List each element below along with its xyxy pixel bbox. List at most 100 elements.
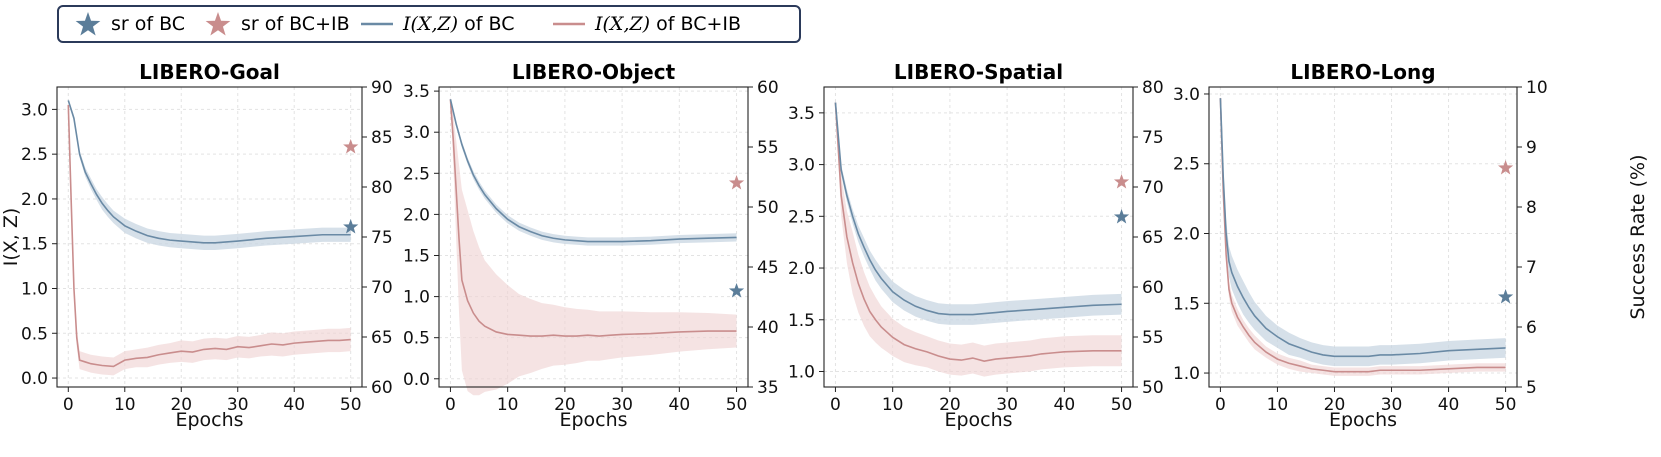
y2-tick-label: 65 [1142, 228, 1164, 248]
y-tick-label: 2.0 [21, 190, 48, 210]
y2-tick-label: 75 [1142, 128, 1164, 148]
series-line-bc [449, 99, 737, 243]
y-tick-label: 3.0 [1173, 85, 1200, 105]
y-tick-label: 0.5 [403, 329, 430, 349]
y2-tick-label: 60 [371, 378, 393, 398]
series-line-bcib [449, 99, 737, 337]
x-tick-label: 50 [340, 395, 362, 415]
x-tick-label: 30 [227, 395, 249, 415]
series-band-bc [835, 99, 1122, 325]
line-swatch-icon [361, 22, 393, 26]
chart-panel-3: 0 10 20 30 40 50 1.0 1.5 2.0 2.5 3.0 3.5 50 55 60 65 70 7… [788, 60, 1164, 431]
series-line-bcib [67, 104, 351, 368]
series-band-bcib [450, 96, 737, 396]
star-marker-bc [728, 283, 745, 298]
x-tick-label: 30 [611, 395, 633, 415]
chart-title: LIBERO-Spatial [894, 60, 1063, 84]
plot-frame [1208, 86, 1518, 388]
y2-tick-label: 6 [1526, 318, 1537, 338]
y2-tick-label: 80 [1142, 78, 1164, 98]
y2-tick-label: 45 [757, 258, 779, 278]
y-tick-label: 1.0 [1173, 364, 1200, 384]
x-axis-label: Epochs [175, 409, 243, 431]
y-tick-label: 1.0 [788, 362, 815, 382]
chart-panel-4: 0 10 20 30 40 50 1.0 1.5 2.0 2.5 3.0 5 6 7 8 9 10 LIBERO-… [1173, 60, 1649, 431]
legend-label: I(X,Z) of BC+IB [595, 13, 742, 35]
y-tick-label: 2.5 [21, 145, 48, 165]
star-icon [75, 12, 101, 36]
y-axis-label: I(X, Z) [0, 208, 22, 267]
line-swatch-icon [553, 22, 585, 26]
legend-item-ixz-bc: I(X,Z) of BC [359, 7, 514, 41]
y-tick-label: 3.5 [403, 82, 430, 102]
x-tick-label: 30 [996, 395, 1018, 415]
y-tick-label: 2.0 [788, 259, 815, 279]
x-tick-label: 10 [882, 395, 904, 415]
y2-tick-label: 60 [1142, 278, 1164, 298]
y-tick-label: 2.5 [788, 207, 815, 227]
x-tick-label: 20 [1324, 395, 1346, 415]
y2-tick-label: 40 [757, 318, 779, 338]
y2-tick-label: 7 [1526, 258, 1537, 278]
series-band-bcib [68, 103, 351, 376]
chart-panel-1: 0 10 20 30 40 50 0.0 0.5 1.0 1.5 2.0 2.5 3.0 60 65 70 75… [0, 60, 393, 431]
y-tick-label: 3.0 [21, 100, 48, 120]
x-tick-label: 0 [830, 395, 841, 415]
y-tick-label: 1.5 [1173, 294, 1200, 314]
y-tick-label: 2.0 [1173, 225, 1200, 245]
y2-tick-label: 60 [757, 78, 779, 98]
y-tick-label: 0.0 [403, 370, 430, 390]
x-tick-label: 10 [1267, 395, 1289, 415]
series-band-bcib [835, 99, 1122, 377]
y2-tick-label: 35 [757, 378, 779, 398]
y-tick-label: 2.5 [1173, 155, 1200, 175]
legend-label: I(X,Z) of BC [403, 13, 515, 35]
x-tick-label: 40 [1438, 395, 1460, 415]
y-tick-label: 1.5 [21, 235, 48, 255]
x-axis-label: Epochs [944, 409, 1012, 431]
y-tick-label: 0.0 [21, 369, 48, 389]
y2-tick-label: 55 [1142, 328, 1164, 348]
y-tick-label: 1.0 [403, 288, 430, 308]
y-tick-label: 2.0 [403, 205, 430, 225]
y2-axis-label: Success Rate (%) [1627, 154, 1649, 319]
legend-label: sr of BC+IB [241, 13, 350, 35]
y2-tick-label: 70 [371, 278, 393, 298]
y-tick-label: 0.5 [21, 324, 48, 344]
series-line-bc [67, 100, 351, 244]
star-marker-bcib [1113, 174, 1130, 189]
y2-tick-label: 5 [1526, 378, 1537, 398]
x-tick-label: 30 [1381, 395, 1403, 415]
x-tick-label: 0 [445, 395, 456, 415]
y2-tick-label: 10 [1526, 78, 1548, 98]
x-tick-label: 40 [283, 395, 305, 415]
y2-tick-label: 80 [371, 178, 393, 198]
star-marker-bc [1497, 289, 1514, 304]
x-tick-label: 0 [1215, 395, 1226, 415]
x-axis-label: Epochs [1329, 409, 1397, 431]
x-tick-label: 40 [1054, 395, 1076, 415]
y-tick-label: 3.5 [788, 104, 815, 124]
y-tick-label: 1.5 [403, 246, 430, 266]
legend-item-ixz-bcib: I(X,Z) of BC+IB [551, 7, 741, 41]
y2-tick-label: 9 [1526, 138, 1537, 158]
legend-star-marker [75, 12, 101, 36]
star-marker-bcib [728, 175, 745, 190]
legend-label: sr of BC [111, 13, 186, 35]
star-marker-bc [1113, 209, 1130, 224]
y2-tick-label: 8 [1526, 198, 1537, 218]
x-tick-label: 50 [1111, 395, 1133, 415]
x-tick-label: 20 [554, 395, 576, 415]
series-line-bc [834, 102, 1122, 316]
x-axis-label: Epochs [559, 409, 627, 431]
star-marker-bcib [1497, 160, 1514, 175]
legend-item-sr-bcib: sr of BC+IB [203, 7, 350, 41]
star-marker-bcib [343, 139, 359, 154]
series-band-bc [68, 98, 351, 250]
x-tick-label: 10 [114, 395, 136, 415]
x-tick-label: 40 [669, 395, 691, 415]
chart-title: LIBERO-Object [512, 60, 676, 84]
chart-title: LIBERO-Long [1290, 60, 1435, 84]
y-tick-label: 1.0 [21, 279, 48, 299]
x-tick-label: 50 [1495, 395, 1517, 415]
